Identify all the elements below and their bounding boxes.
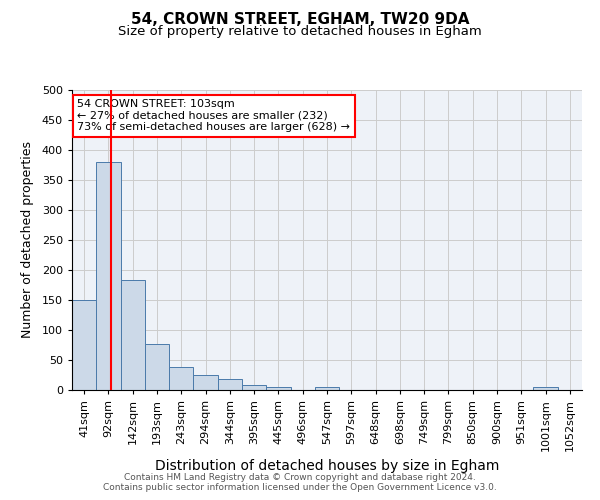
- Text: Contains HM Land Registry data © Crown copyright and database right 2024.
Contai: Contains HM Land Registry data © Crown c…: [103, 473, 497, 492]
- Bar: [315, 387, 339, 390]
- Bar: [96, 162, 121, 390]
- X-axis label: Distribution of detached houses by size in Egham: Distribution of detached houses by size …: [155, 459, 499, 473]
- Bar: [145, 344, 169, 390]
- Bar: [121, 280, 145, 390]
- Bar: [266, 387, 290, 390]
- Bar: [533, 387, 558, 390]
- Bar: [169, 367, 193, 390]
- Text: 54, CROWN STREET, EGHAM, TW20 9DA: 54, CROWN STREET, EGHAM, TW20 9DA: [131, 12, 469, 28]
- Bar: [193, 375, 218, 390]
- Text: 54 CROWN STREET: 103sqm
← 27% of detached houses are smaller (232)
73% of semi-d: 54 CROWN STREET: 103sqm ← 27% of detache…: [77, 99, 350, 132]
- Text: Size of property relative to detached houses in Egham: Size of property relative to detached ho…: [118, 25, 482, 38]
- Bar: [242, 385, 266, 390]
- Bar: [72, 300, 96, 390]
- Bar: [218, 379, 242, 390]
- Y-axis label: Number of detached properties: Number of detached properties: [20, 142, 34, 338]
